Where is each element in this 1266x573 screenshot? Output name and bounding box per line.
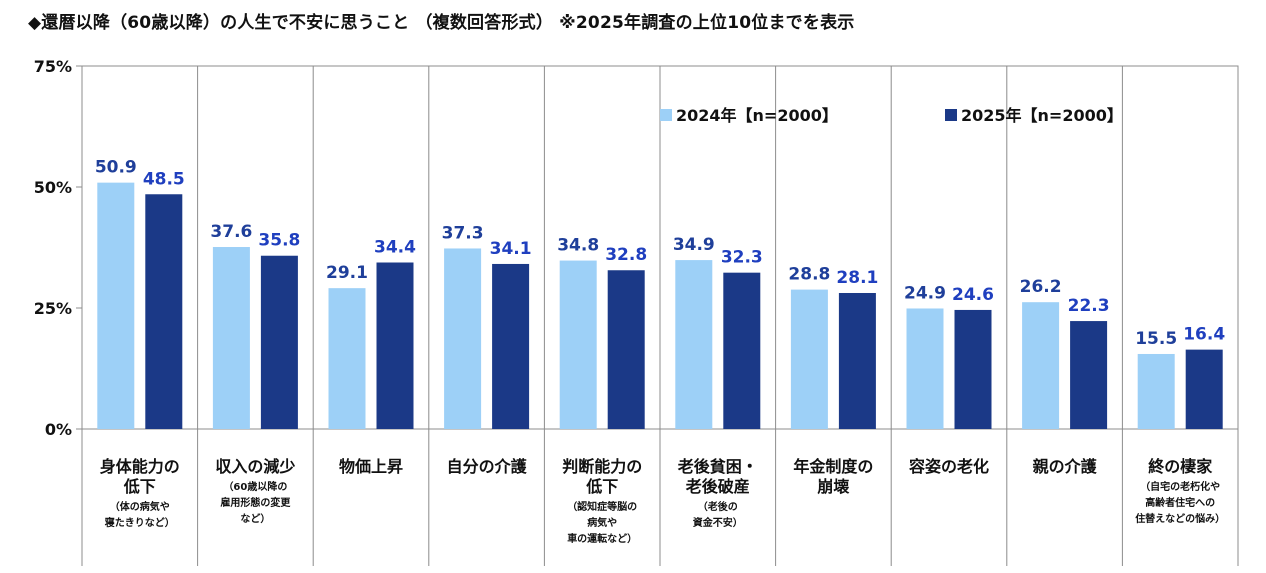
data-label: 48.5 xyxy=(143,169,185,189)
data-label: 29.1 xyxy=(326,263,368,283)
data-label: 28.1 xyxy=(836,268,878,288)
bar xyxy=(1070,321,1108,429)
bar xyxy=(492,263,530,429)
bar xyxy=(212,247,250,429)
y-tick-label: 50% xyxy=(34,178,72,197)
bar xyxy=(675,260,713,429)
category-sublabel-line: 病気や xyxy=(587,516,617,529)
bar xyxy=(723,272,761,429)
bar xyxy=(607,270,645,429)
data-label: 34.1 xyxy=(490,239,532,259)
category-sublabel-line: 車の運転など） xyxy=(567,532,637,545)
legend-label: 2024年【n=2000】 xyxy=(676,106,838,125)
data-labels: 50.9 37.6 29.1 37.3 34.8 34.9 28.8 24.9 26.2 15.5… xyxy=(95,158,1226,349)
category-label-line: 老後貧困・ xyxy=(677,457,758,476)
legend-swatch xyxy=(660,109,672,121)
category-sublabel-line: 高齢者住宅への xyxy=(1145,496,1215,509)
category-grid xyxy=(81,66,1239,566)
category-sublabel-line: 資金不安） xyxy=(693,516,743,529)
category-label-line: 低下 xyxy=(585,477,618,496)
plot-frame xyxy=(81,65,1239,430)
bars xyxy=(97,182,1223,429)
y-tick-label: 75% xyxy=(34,57,72,76)
category-sublabel-line: （体の病気や xyxy=(110,500,170,513)
category-label-line: 身体能力の xyxy=(100,457,180,476)
axes: 0% 25% 50% 75% xyxy=(34,57,1239,439)
data-label: 50.9 xyxy=(95,158,137,178)
category-label: 容姿の老化 xyxy=(908,457,989,476)
category-label-line: 低下 xyxy=(123,477,156,496)
data-label: 26.2 xyxy=(1020,277,1062,297)
data-label: 24.6 xyxy=(952,285,994,305)
category-label: 親の介護 xyxy=(1033,457,1098,476)
bar xyxy=(838,292,876,429)
category-label-line: 容姿の老化 xyxy=(908,457,989,476)
bar xyxy=(1022,302,1060,429)
category-label-line: 親の介護 xyxy=(1033,457,1098,476)
category-sublabel-line: 寝たきりなど） xyxy=(105,516,175,529)
category-label: 物価上昇 xyxy=(339,457,403,476)
category-sublabel-line: （60歳以降の xyxy=(223,480,287,493)
y-tick-label: 0% xyxy=(45,420,72,439)
legend-label: 2025年【n=2000】 xyxy=(961,106,1123,125)
data-label: 34.4 xyxy=(374,238,416,258)
legend-item: 2025年【n=2000】 xyxy=(945,106,1123,125)
legend-item: 2024年【n=2000】 xyxy=(660,106,838,125)
category-sublabel-line: （自宅の老朽化や xyxy=(1140,480,1220,493)
bar xyxy=(559,260,597,429)
category-label-line: 判断能力の xyxy=(562,457,642,476)
category-sublabel-line: 雇用形態の変更 xyxy=(220,496,291,509)
legend-swatch xyxy=(945,109,957,121)
bar xyxy=(145,194,183,429)
category-label-line: 崩壊 xyxy=(817,477,850,496)
category-label-line: 自分の介護 xyxy=(447,457,528,476)
category-label-line: 物価上昇 xyxy=(339,457,403,476)
bar xyxy=(444,248,482,429)
category-label-line: 年金制度の xyxy=(793,457,873,476)
category-sublabel-line: 住替えなどの悩み） xyxy=(1135,512,1225,525)
category-sublabel-line: など） xyxy=(240,512,270,525)
bar xyxy=(790,289,828,429)
category-label-line: 終の棲家 xyxy=(1148,457,1213,476)
bar xyxy=(1137,353,1175,429)
bar xyxy=(328,288,366,429)
data-label: 35.8 xyxy=(258,231,300,251)
data-label: 16.4 xyxy=(1183,325,1225,345)
data-label: 28.8 xyxy=(788,265,830,285)
bar xyxy=(954,309,992,429)
category-label: 自分の介護 xyxy=(447,457,528,476)
bar xyxy=(1185,349,1223,429)
category-sublabel-line: （認知症等脳の xyxy=(567,500,637,513)
bar xyxy=(906,308,944,429)
data-label: 34.9 xyxy=(673,235,715,255)
data-label: 15.5 xyxy=(1135,329,1177,349)
data-label: 32.8 xyxy=(605,245,647,265)
data-label: 32.3 xyxy=(721,248,763,268)
data-label: 37.6 xyxy=(210,222,252,242)
category-labels: 身体能力の低下（体の病気や寝たきりなど）収入の減少（60歳以降の雇用形態の変更な… xyxy=(100,457,1225,545)
y-tick-label: 25% xyxy=(34,299,72,318)
data-label: 22.3 xyxy=(1068,296,1110,316)
category-label-line: 収入の減少 xyxy=(215,457,295,476)
legend: 2024年【n=2000】 2025年【n=2000】 xyxy=(660,106,1123,125)
data-label: 34.8 xyxy=(557,236,599,256)
data-label: 37.3 xyxy=(442,223,484,243)
bar xyxy=(260,255,298,429)
data-label: 24.9 xyxy=(904,283,946,303)
category-label-line: 老後破産 xyxy=(685,477,750,496)
chart-title: ◆還暦以降（60歳以降）の人生で不安に思うこと （複数回答形式） ※2025年調… xyxy=(28,13,855,33)
category-sublabel-line: （老後の xyxy=(698,500,738,513)
bar xyxy=(376,262,414,429)
bar xyxy=(97,182,135,429)
